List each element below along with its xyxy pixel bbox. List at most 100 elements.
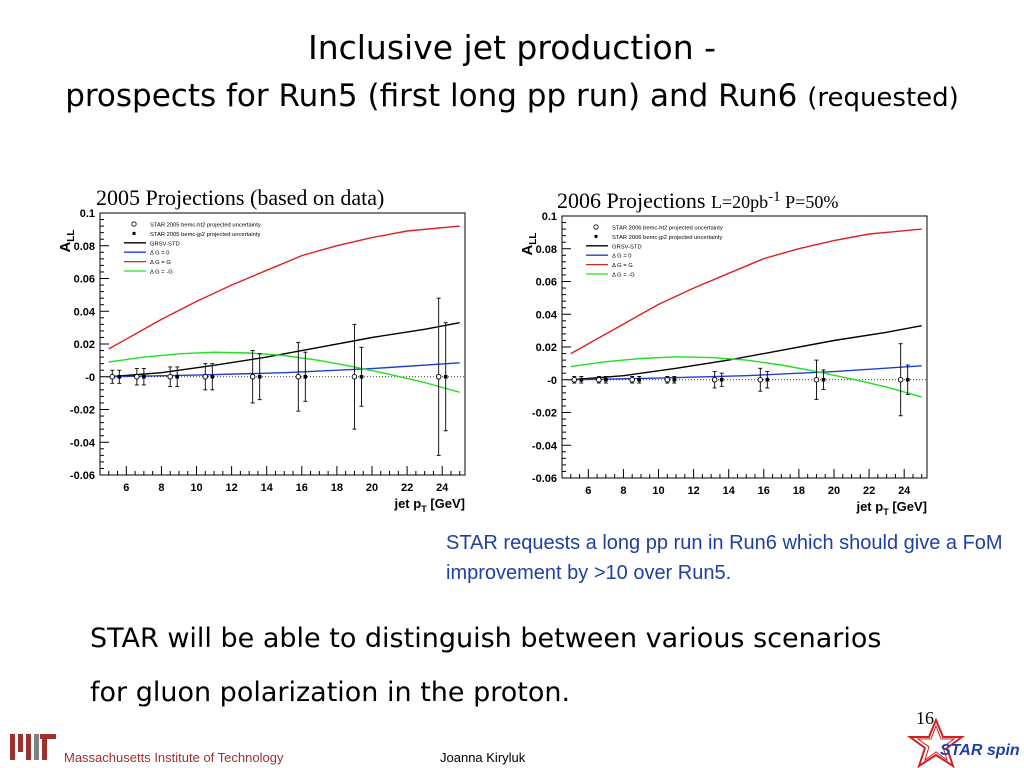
open-data-point [664,376,671,383]
x-tick-label: 20 [366,482,378,494]
filled-data-point [719,377,724,382]
x-tick-label: 8 [158,482,164,494]
open-data-point [813,376,820,383]
legend-label: STAR 2005 bemc-ht2 projected uncertainty [150,223,261,229]
y-tick-label: 0.08 [536,244,557,256]
x-tick-label: 6 [585,485,591,497]
open-data-point [202,373,209,380]
legend-label: STAR 2006 bemc-ht2 projected uncertainty [612,226,723,232]
open-data-point [249,373,256,380]
x-tick-label: 10 [190,482,202,494]
x-tick-label: 22 [863,485,875,497]
open-data-point [596,376,602,383]
legend-label: Δ G = G [150,260,171,266]
filled-data-point [210,374,215,379]
panel-caption-2006-sub: L=20pb-1 P=50% [711,189,839,212]
slide-title-line2: prospects for Run5 (first long pp run) a… [0,78,1024,114]
x-tick-label: 14 [723,485,736,497]
filled-data-point [637,377,642,382]
y-axis-label: ALL [519,232,539,255]
slide-title-small: (requested) [807,83,959,113]
y-tick-label: 0.04 [536,309,558,321]
x-tick-label: 16 [296,482,308,494]
legend-label: GRSV-STD [150,241,180,247]
filled-data-point [672,377,677,382]
open-data-point [571,376,578,383]
series-line--g-0 [108,362,460,378]
filled-data-point [821,377,826,382]
y-tick-label: 0.1 [80,208,95,220]
y-tick-label: 0.02 [536,342,557,354]
slide-title-main: prospects for Run5 (first long pp run) a… [65,78,798,114]
open-data-point [109,373,116,380]
x-tick-label: 10 [652,485,664,497]
chart-2005-projections: -0.06 -0.04 -0.02 -0 0.02 0.04 0.06 0.08 0.1 6 8 10… [57,208,466,514]
x-tick-label: 20 [828,485,840,497]
filled-data-point [765,377,770,382]
slide-title-line1: Inclusive jet production - [307,28,717,67]
conclusion-line2: for gluon polarization in the proton. [90,677,571,708]
y-tick-label: -0.02 [70,405,95,417]
x-tick-label: 8 [620,485,626,497]
legend-label: Δ G = 0 [612,254,632,260]
filled-data-point [117,374,122,379]
series-line--g-g [570,228,922,355]
x-tick-label: 18 [331,482,343,494]
filled-data-point [142,374,146,379]
y-axis-label: ALL [57,229,77,252]
x-axis-label: jet pT [GeV] [393,496,465,514]
x-tick-label: 12 [687,485,699,497]
legend-marker-filled [594,234,598,238]
legend-marker-open [593,224,599,230]
series-line--g-g [570,356,922,398]
x-tick-label: 6 [123,482,129,494]
filled-data-point [443,374,448,379]
footer-institute: Massachusetts Institute of Technology [64,750,284,765]
series-line--g-g [108,351,460,393]
x-tick-label: 16 [758,485,770,497]
y-tick-label: -0.06 [532,473,557,485]
series-line-grsv-std [570,325,922,381]
y-tick-label: -0.04 [532,440,558,452]
conclusion-line1: STAR will be able to distinguish between… [90,623,882,654]
x-tick-label: 18 [793,485,805,497]
filled-data-point [175,374,180,379]
panel-caption-2006-main: 2006 Projections [557,188,706,213]
conclusion-text: STAR will be able to distinguish between… [90,612,990,720]
legend-label: Δ G = -G [150,270,173,276]
open-data-point [629,376,635,383]
series-line--g-0 [570,365,922,381]
footer-author: Joanna Kiryluk [440,750,526,765]
filled-data-point [579,377,584,382]
y-tick-label: 0.06 [74,274,95,286]
x-tick-label: 24 [898,485,911,497]
legend-label: Δ G = -G [612,273,635,279]
panel-caption-2006: 2006 Projections L=20pb-1 P=50% [557,188,838,214]
open-data-point [295,373,302,380]
page-number: 16 [916,708,934,728]
y-tick-label: 0.02 [74,339,95,351]
x-tick-label: 22 [401,482,413,494]
plot-frame [99,212,466,476]
legend-label: GRSV-STD [612,244,642,250]
star-request-note: STAR requests a long pp run in Run6 whic… [446,532,1003,584]
y-tick-label: -0 [547,375,557,387]
series-line--g-g [108,225,460,350]
y-tick-label: -0 [85,372,95,384]
chart-2006-projections: -0.06 -0.04 -0.02 -0 0.02 0.04 0.06 0.08 0.1 6 8 10… [519,211,928,517]
legend-label: STAR 2005 bemc-jp2 projected uncertainty [150,232,261,238]
legend-label: Δ G = G [612,263,633,269]
open-data-point [167,373,173,380]
open-data-point [351,373,358,380]
y-tick-label: 0.1 [542,211,557,223]
open-data-point [897,376,904,383]
x-axis-label: jet pT [GeV] [855,499,927,517]
plot-frame [561,215,928,479]
open-data-point [757,376,764,383]
y-tick-label: 0.04 [74,306,96,318]
filled-data-point [604,377,608,382]
x-tick-label: 12 [225,482,237,494]
open-data-point [134,373,140,380]
filled-data-point [359,374,364,379]
x-tick-label: 14 [261,482,274,494]
